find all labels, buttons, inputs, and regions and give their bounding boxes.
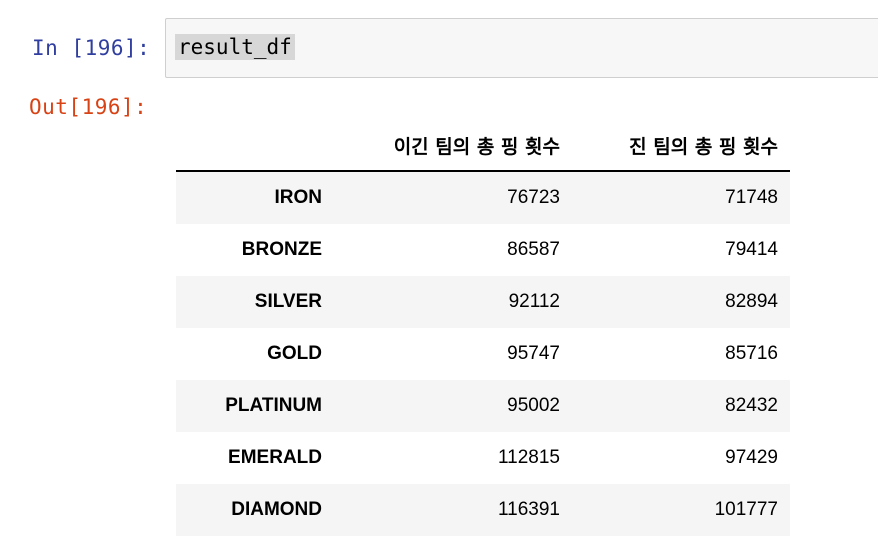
row-index: EMERALD [228, 447, 322, 468]
table-header: 이긴 팀의 총 핑 횟수 진 팀의 총 핑 횟수 [176, 120, 790, 171]
column-header-winning-pings: 이긴 팀의 총 핑 횟수 [393, 135, 560, 158]
table-cell: 86587 [507, 239, 560, 260]
table-row: DIAMOND 116391 101777 [176, 484, 790, 536]
code-text[interactable]: result_df [175, 34, 295, 60]
table-row: GOLD 95747 85716 [176, 328, 790, 380]
table-cell: 76723 [507, 187, 560, 208]
table-cell: 82432 [725, 395, 778, 416]
table-cell: 116391 [498, 499, 560, 520]
table-cell: 95747 [507, 343, 560, 364]
table-cell: 97429 [725, 447, 778, 468]
table-cell: 85716 [725, 343, 778, 364]
row-index: IRON [274, 187, 323, 208]
input-prompt: In [196]: [32, 36, 151, 60]
table-row: SILVER 92112 82894 [176, 276, 790, 328]
table-body: IRON 76723 71748 BRONZE 86587 79414 SILV… [176, 171, 790, 536]
table-cell: 82894 [725, 291, 778, 312]
column-header-losing-pings: 진 팀의 총 핑 횟수 [629, 135, 778, 158]
row-index: GOLD [267, 343, 322, 364]
dataframe-table: 이긴 팀의 총 핑 횟수 진 팀의 총 핑 횟수 IRON 76723 7174… [176, 120, 790, 536]
code-cell-editor[interactable]: result_df [165, 18, 878, 78]
table-row: PLATINUM 95002 82432 [176, 380, 790, 432]
table-cell: 92112 [508, 291, 560, 312]
index-header [176, 120, 334, 171]
table-cell: 112815 [498, 447, 560, 468]
table-cell: 71748 [725, 187, 778, 208]
table-cell: 79414 [725, 239, 778, 260]
header-row: 이긴 팀의 총 핑 횟수 진 팀의 총 핑 횟수 [176, 120, 790, 171]
table-cell: 101777 [714, 499, 778, 520]
row-index: BRONZE [241, 239, 322, 260]
table-cell: 95002 [507, 395, 560, 416]
output-prompt: Out[196]: [29, 95, 148, 119]
table-row: EMERALD 112815 97429 [176, 432, 790, 484]
row-index: SILVER [254, 291, 322, 312]
row-index: DIAMOND [231, 499, 322, 520]
table-row: BRONZE 86587 79414 [176, 224, 790, 276]
row-index: PLATINUM [225, 395, 322, 416]
table-row: IRON 76723 71748 [176, 171, 790, 224]
